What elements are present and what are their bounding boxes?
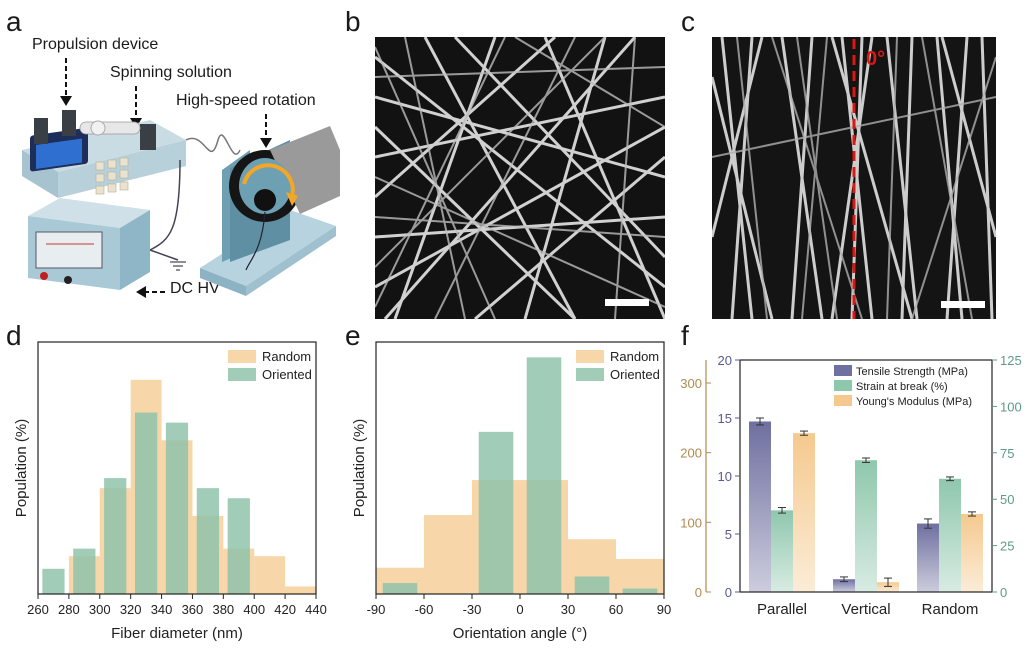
bar-oriented xyxy=(478,431,514,594)
legend-swatch xyxy=(834,395,852,406)
right-tick-label: 0 xyxy=(1000,585,1007,600)
sem-image-random xyxy=(375,37,665,319)
right-tick-label: 100 xyxy=(1000,399,1022,414)
x-tick-label: 280 xyxy=(58,602,80,617)
x-tick-label: 260 xyxy=(27,602,49,617)
solution-label: Spinning solution xyxy=(110,64,232,81)
legend-label-random: Random xyxy=(610,349,659,364)
left-tick-label: 5 xyxy=(725,527,732,542)
y-axis-label: Population (%) xyxy=(13,419,30,517)
x-tick-label: 420 xyxy=(274,602,296,617)
bar-oriented xyxy=(104,478,127,594)
x-tick-label: 0 xyxy=(516,602,523,617)
x-tick-label: 400 xyxy=(243,602,265,617)
plot-frame xyxy=(37,341,317,595)
propulsion-label: Propulsion device xyxy=(32,36,159,53)
rotation-label: High-speed rotation xyxy=(176,92,316,109)
mechanical-properties-chart: Parallel Vertical Random051015200100200300… xyxy=(680,353,1022,618)
legend-label: Young's Modulus (MPa) xyxy=(856,396,972,408)
orientation-angle-label: 0° xyxy=(866,48,885,70)
right-tick-label: 75 xyxy=(1000,446,1014,461)
bar-oriented xyxy=(622,588,658,594)
y-axis-label: Population (%) xyxy=(351,419,368,517)
category-label: Vertical xyxy=(841,601,890,618)
bar-tensile xyxy=(749,421,771,592)
fiber-diameter-histogram: 260 280 300 320 340 360 380 400 420 440 Fiber diam… xyxy=(13,341,327,642)
bar-oriented xyxy=(196,488,220,594)
bar-oriented xyxy=(574,576,610,594)
sem-image-oriented: 0° xyxy=(712,37,996,319)
bar-tensile xyxy=(833,579,855,592)
bar-oriented xyxy=(73,548,96,594)
legend-swatch xyxy=(834,365,852,376)
bar-oriented xyxy=(42,568,65,594)
bar-oriented xyxy=(134,412,158,594)
right-tick-label: 50 xyxy=(1000,492,1014,507)
bar-strain xyxy=(939,478,961,592)
x-tick-label: 360 xyxy=(182,602,204,617)
category-label: Parallel xyxy=(757,601,807,618)
bar-random xyxy=(616,558,664,594)
legend-swatch-oriented xyxy=(576,368,604,381)
bar-strain xyxy=(771,510,793,592)
legend-swatch-random xyxy=(576,350,604,363)
x-tick-label: -60 xyxy=(415,602,434,617)
x-axis-label: Fiber diameter (nm) xyxy=(111,625,243,642)
x-tick-label: 320 xyxy=(120,602,142,617)
bar-random xyxy=(285,586,316,594)
bar-oriented xyxy=(526,357,562,594)
left-tick-label: 20 xyxy=(718,353,732,368)
x-tick-label: 90 xyxy=(657,602,671,617)
legend-label: Tensile Strength (MPa) xyxy=(856,366,968,378)
panel-label-e: e xyxy=(345,320,361,351)
x-axis-label: Orientation angle (°) xyxy=(453,625,587,642)
hv-label: DC HV xyxy=(170,280,220,297)
bar-random xyxy=(254,556,286,594)
panel-label-f: f xyxy=(681,320,689,351)
bar-modulus xyxy=(961,513,983,592)
apparatus-illustration xyxy=(22,58,340,298)
bar-strain xyxy=(855,460,877,592)
x-tick-label: 440 xyxy=(305,602,327,617)
panel-label-c: c xyxy=(681,6,695,37)
panel-label-b: b xyxy=(345,6,361,37)
left2-tick-label: 100 xyxy=(680,515,702,530)
x-tick-label: -30 xyxy=(463,602,482,617)
bar-oriented xyxy=(382,583,418,594)
panel-label-d: d xyxy=(6,320,22,351)
legend-swatch xyxy=(834,380,852,391)
legend-swatch-random xyxy=(228,350,256,363)
x-tick-label: 300 xyxy=(89,602,111,617)
bar-tensile xyxy=(917,523,939,592)
legend-label-oriented: Oriented xyxy=(610,367,660,382)
bar-modulus xyxy=(877,582,899,592)
panel-label-a: a xyxy=(6,6,22,37)
left-tick-label: 0 xyxy=(725,585,732,600)
legend-swatch-oriented xyxy=(228,368,256,381)
left2-tick-label: 300 xyxy=(680,376,702,391)
bar-oriented xyxy=(227,498,250,594)
x-tick-label: -90 xyxy=(367,602,386,617)
left-tick-label: 10 xyxy=(718,469,732,484)
right-tick-label: 25 xyxy=(1000,539,1014,554)
x-tick-label: 380 xyxy=(212,602,234,617)
legend-label: Strain at break (%) xyxy=(856,381,948,393)
x-tick-label: 30 xyxy=(561,602,575,617)
x-tick-label: 340 xyxy=(151,602,173,617)
bar-modulus xyxy=(793,433,815,592)
orientation-angle-histogram: -90 -60 -30 0 30 60 90 Orientation angle (°) Pop… xyxy=(351,341,671,642)
legend-label-oriented: Oriented xyxy=(262,367,312,382)
x-tick-label: 60 xyxy=(609,602,623,617)
right-tick-label: 125 xyxy=(1000,353,1022,368)
left-tick-label: 15 xyxy=(718,411,732,426)
category-label: Random xyxy=(922,601,979,618)
bar-oriented xyxy=(165,422,189,594)
legend-label-random: Random xyxy=(262,349,311,364)
left2-tick-label: 0 xyxy=(695,585,702,600)
schematic-panel: Propulsion device Spinning solution High… xyxy=(0,0,340,320)
left2-tick-label: 200 xyxy=(680,446,702,461)
bar-random xyxy=(424,515,472,594)
